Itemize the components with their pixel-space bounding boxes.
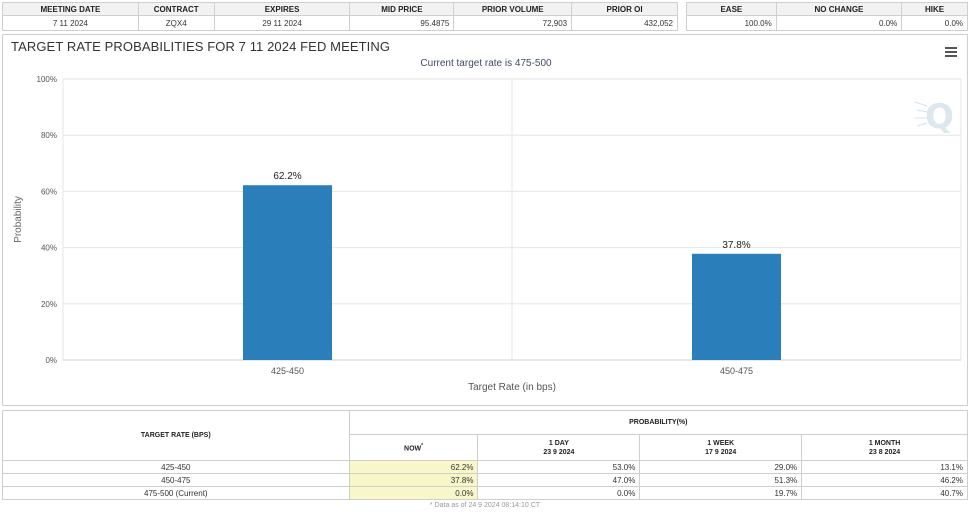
header-expires: EXPIRES [213, 2, 351, 16]
day-cell: 0.0% [477, 486, 641, 500]
y-tick-label: 20% [41, 300, 57, 309]
hamburger-menu-icon[interactable] [945, 47, 957, 57]
week-cell: 19.7% [639, 486, 803, 500]
y-tick-label: 60% [41, 187, 57, 196]
y-tick-label: 0% [45, 356, 57, 365]
move-probabilities-table: EASE NO CHANGE HIKE 100.0% 0.0% 0.0% [686, 2, 968, 31]
expires-value: 29 11 2024 [213, 15, 351, 31]
header-prior-volume: PRIOR VOLUME [453, 2, 573, 16]
x-axis-title: Target Rate (in bps) [468, 382, 556, 393]
chart-subtitle: Current target rate is 475-500 [420, 58, 552, 69]
rate-cell: 475-500 (Current) [2, 486, 350, 500]
no-change-value: 0.0% [775, 15, 903, 31]
header-meeting-date: MEETING DATE [2, 2, 139, 16]
now-cell: 0.0% [348, 486, 479, 500]
hike-value: 0.0% [901, 15, 968, 31]
y-axis-title: Probability [13, 196, 24, 243]
month-cell: 46.2% [801, 473, 968, 487]
q-logo-icon: Q [915, 97, 954, 136]
data-timestamp-footnote: * Data as of 24 9 2024 08:14:10 CT [429, 502, 541, 510]
table-row: 450-475 37.8% 47.0% 51.3% 46.2% [2, 473, 968, 487]
header-prior-oi: PRIOR OI [571, 2, 678, 16]
chart-title: TARGET RATE PROBABILITIES FOR 7 11 2024 … [11, 39, 391, 54]
now-cell: 62.2% [348, 460, 479, 474]
header-no-change: NO CHANGE [775, 2, 903, 16]
header-1-week: 1 WEEK 17 9 2024 [639, 434, 803, 461]
svg-text:Q: Q [925, 97, 954, 136]
y-tick-label: 80% [41, 131, 57, 140]
header-1-month: 1 MONTH 23 8 2024 [801, 434, 968, 461]
header-probability: PROBABILITY(%) [348, 410, 969, 435]
bar [243, 185, 332, 360]
bar [692, 253, 781, 360]
x-tick-label: 425-450 [271, 366, 304, 376]
meeting-date-value: 7 11 2024 [2, 15, 139, 31]
y-tick-label: 100% [37, 75, 57, 84]
header-ease: EASE [686, 2, 777, 16]
table-row: 425-450 62.2% 53.0% 29.0% 13.1% [2, 460, 968, 474]
header-target-rate: TARGET RATE (BPS) [2, 410, 350, 461]
table-row: 475-500 (Current) 0.0% 0.0% 19.7% 40.7% [2, 486, 968, 500]
meeting-info-table: MEETING DATE CONTRACT EXPIRES MID PRICE … [2, 2, 678, 31]
day-cell: 53.0% [477, 460, 641, 474]
now-cell: 37.8% [348, 473, 479, 487]
week-cell: 29.0% [639, 460, 803, 474]
header-contract: CONTRACT [137, 2, 215, 16]
mid-price-value: 95.4875 [349, 15, 455, 31]
contract-value: ZQX4 [137, 15, 215, 31]
prior-volume-value: 72,903 [453, 15, 573, 31]
probability-table: TARGET RATE (BPS) PROBABILITY(%) NOW* 1 … [2, 410, 969, 512]
ease-value: 100.0% [686, 15, 777, 31]
bar-data-label: 62.2% [273, 171, 301, 182]
month-cell: 13.1% [801, 460, 968, 474]
bar-data-label: 37.8% [722, 240, 750, 251]
prior-oi-value: 432,052 [571, 15, 678, 31]
rate-cell: 425-450 [2, 460, 350, 474]
header-now: NOW* [348, 434, 479, 461]
x-tick-label: 450-475 [720, 366, 753, 376]
header-1-day: 1 DAY 23 9 2024 [477, 434, 641, 461]
week-cell: 51.3% [639, 473, 803, 487]
chart-panel: 0% 20% 40% 60% 80% 100% 62.2% 425-450 37.8% 450-4… [2, 34, 968, 406]
header-mid-price: MID PRICE [349, 2, 455, 16]
header-hike: HIKE [901, 2, 968, 16]
rate-cell: 450-475 [2, 473, 350, 487]
month-cell: 40.7% [801, 486, 968, 500]
y-tick-label: 40% [41, 244, 57, 253]
day-cell: 47.0% [477, 473, 641, 487]
probability-bar-chart: 0% 20% 40% 60% 80% 100% 62.2% 425-450 37.8% 450-4… [13, 75, 962, 393]
